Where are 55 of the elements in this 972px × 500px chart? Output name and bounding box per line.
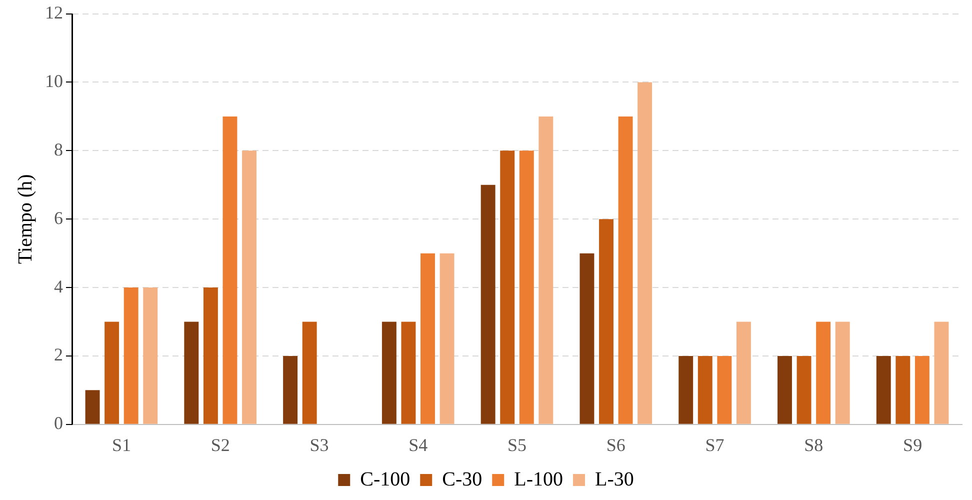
bar <box>401 322 416 424</box>
legend-label: L-100 <box>514 468 564 490</box>
bar <box>876 356 891 424</box>
bar <box>420 253 435 424</box>
bar <box>85 390 100 424</box>
bar <box>580 253 594 424</box>
bar <box>104 322 120 424</box>
y-tick-label: 2 <box>54 344 63 365</box>
bar <box>934 322 949 424</box>
bar <box>143 288 158 424</box>
bar <box>914 356 930 424</box>
x-tick-label: S2 <box>210 434 230 455</box>
bar <box>778 356 792 424</box>
bar <box>599 219 614 424</box>
x-tick-label: S6 <box>606 434 626 455</box>
y-tick-label: 0 <box>54 413 63 434</box>
bar <box>896 356 910 424</box>
x-tick-label: S5 <box>507 434 527 455</box>
y-tick-label: 8 <box>54 139 63 160</box>
y-tick-label: 12 <box>45 2 63 23</box>
bar <box>698 356 712 424</box>
x-tick-label: S4 <box>408 434 428 455</box>
bar <box>736 322 751 424</box>
legend-label: L-30 <box>595 468 634 490</box>
y-tick-label: 6 <box>54 208 63 228</box>
y-tick-label: 4 <box>54 276 63 296</box>
legend-label: C-30 <box>442 468 482 490</box>
y-tick-label: 10 <box>45 70 63 91</box>
bar <box>124 288 138 424</box>
y-axis-title: Tiempo (h) <box>14 174 36 264</box>
legend-label: C-100 <box>360 468 410 490</box>
bar <box>440 253 454 424</box>
bar <box>302 322 317 424</box>
bar <box>382 322 396 424</box>
x-tick-label: S7 <box>705 434 724 455</box>
bar <box>480 184 496 424</box>
bar <box>796 356 812 424</box>
bar <box>283 356 298 424</box>
bar <box>638 82 652 424</box>
bar <box>184 322 199 424</box>
x-tick-label: S8 <box>804 434 824 455</box>
bar <box>500 150 515 424</box>
bar <box>678 356 694 424</box>
bar <box>242 150 256 424</box>
bar <box>835 322 850 424</box>
x-tick-label: S9 <box>903 434 922 455</box>
bar <box>618 116 633 424</box>
bar <box>519 150 534 424</box>
x-tick-label: S1 <box>112 434 131 455</box>
bar <box>203 288 218 424</box>
bar <box>717 356 732 424</box>
bar <box>538 116 554 424</box>
bar <box>222 116 238 424</box>
x-tick-label: S3 <box>310 434 329 455</box>
bar <box>816 322 831 424</box>
